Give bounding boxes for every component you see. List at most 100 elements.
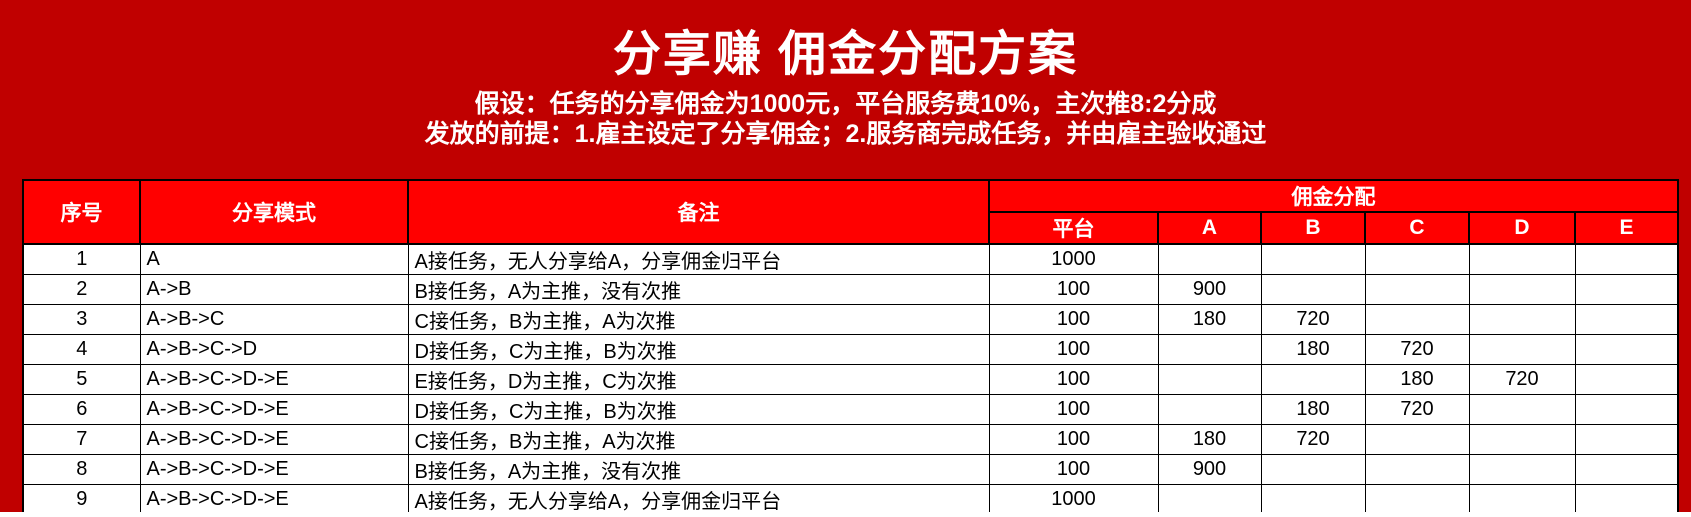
- row-index-cell: 9: [22, 484, 141, 516]
- d-value-cell: 720: [1468, 364, 1576, 395]
- platform-value-cell: 1000: [988, 484, 1159, 516]
- b-value-cell: 720: [1260, 424, 1366, 455]
- c-value-cell: [1364, 424, 1470, 455]
- header-row-sub: 平台 A B C D E: [23, 211, 1679, 245]
- row-index-cell: 8: [22, 454, 141, 485]
- share-mode-cell: A->B->C->D: [139, 334, 409, 365]
- row-index-cell: 4: [22, 334, 141, 365]
- d-value-cell: [1468, 454, 1576, 485]
- a-value-cell: [1157, 243, 1262, 275]
- d-value-cell: [1468, 304, 1576, 335]
- a-value-cell: 180: [1157, 424, 1262, 455]
- table-row: 5 A->B->C->D->E E接任务，D为主推，C为次推 100 180 720: [22, 364, 1679, 395]
- d-value-cell: [1468, 394, 1576, 425]
- b-value-cell: [1260, 364, 1366, 395]
- table-row: 6 A->B->C->D->E D接任务，C为主推，B为次推 100 180 720: [22, 394, 1679, 425]
- share-mode-cell: A->B: [139, 274, 409, 305]
- share-mode-cell: A->B->C->D->E: [139, 424, 409, 455]
- a-value-cell: [1157, 334, 1262, 365]
- a-value-cell: 180: [1157, 304, 1262, 335]
- platform-value-cell: 100: [988, 454, 1159, 485]
- e-value-cell: [1574, 304, 1679, 335]
- d-value-cell: [1468, 243, 1576, 275]
- col-header-b: B: [1260, 211, 1366, 245]
- table-row: 8 A->B->C->D->E B接任务，A为主推，没有次推 100 900: [22, 454, 1679, 485]
- table-row: 4 A->B->C->D D接任务，C为主推，B为次推 100 180 720: [22, 334, 1679, 365]
- row-index-cell: 6: [22, 394, 141, 425]
- c-value-cell: [1364, 304, 1470, 335]
- e-value-cell: [1574, 364, 1679, 395]
- d-value-cell: [1468, 484, 1576, 516]
- col-header-e: E: [1574, 211, 1679, 245]
- platform-value-cell: 100: [988, 364, 1159, 395]
- c-value-cell: [1364, 454, 1470, 485]
- share-mode-cell: A->B->C->D->E: [139, 364, 409, 395]
- platform-value-cell: 100: [988, 424, 1159, 455]
- share-mode-cell: A->B->C->D->E: [139, 394, 409, 425]
- platform-value-cell: 1000: [988, 243, 1159, 275]
- header-row-top: 序号 分享模式 备注 佣金分配: [22, 179, 1679, 245]
- share-mode-cell: A: [139, 243, 409, 275]
- platform-value-cell: 100: [988, 304, 1159, 335]
- e-value-cell: [1574, 454, 1679, 485]
- share-mode-cell: A->B->C->D->E: [139, 454, 409, 485]
- remark-cell: D接任务，C为主推，B为次推: [407, 334, 990, 365]
- b-value-cell: [1260, 274, 1366, 305]
- col-header-c: C: [1364, 211, 1470, 245]
- a-value-cell: 900: [1157, 274, 1262, 305]
- table-row: 2 A->B B接任务，A为主推，没有次推 100 900: [22, 274, 1679, 305]
- table-body: 1 A A接任务，无人分享给A，分享佣金归平台 1000 2 A->B B接任务，A为主推，…: [22, 243, 1679, 516]
- platform-value-cell: 100: [988, 274, 1159, 305]
- remark-cell: A接任务，无人分享给A，分享佣金归平台: [407, 243, 990, 275]
- a-value-cell: [1157, 394, 1262, 425]
- table-row: 9 A->B->C->D->E A接任务，无人分享给A，分享佣金归平台 1000: [22, 484, 1679, 516]
- remark-cell: C接任务，B为主推，A为次推: [407, 304, 990, 335]
- c-value-cell: 180: [1364, 364, 1470, 395]
- e-value-cell: [1574, 394, 1679, 425]
- table-row: 3 A->B->C C接任务，B为主推，A为次推 100 180 720: [22, 304, 1679, 335]
- col-header-platform: 平台: [988, 211, 1159, 245]
- col-header-d: D: [1468, 211, 1576, 245]
- remark-cell: B接任务，A为主推，没有次推: [407, 454, 990, 485]
- row-index-cell: 5: [22, 364, 141, 395]
- d-value-cell: [1468, 334, 1576, 365]
- remark-cell: C接任务，B为主推，A为次推: [407, 424, 990, 455]
- precondition-line: 发放的前提：1.雇主设定了分享佣金；2.服务商完成任务，并由雇主验收通过: [424, 120, 1267, 148]
- remark-cell: E接任务，D为主推，C为次推: [407, 364, 990, 395]
- a-value-cell: [1157, 364, 1262, 395]
- d-value-cell: [1468, 274, 1576, 305]
- a-value-cell: [1157, 484, 1262, 516]
- remark-cell: A接任务，无人分享给A，分享佣金归平台: [407, 484, 990, 516]
- row-index-cell: 7: [22, 424, 141, 455]
- e-value-cell: [1574, 243, 1679, 275]
- e-value-cell: [1574, 334, 1679, 365]
- c-value-cell: [1364, 243, 1470, 275]
- row-index-cell: 2: [22, 274, 141, 305]
- a-value-cell: 900: [1157, 454, 1262, 485]
- platform-value-cell: 100: [988, 394, 1159, 425]
- share-mode-cell: A->B->C->D->E: [139, 484, 409, 516]
- share-mode-cell: A->B->C: [139, 304, 409, 335]
- b-value-cell: 720: [1260, 304, 1366, 335]
- b-value-cell: [1260, 243, 1366, 275]
- bottom-strip: [0, 512, 1691, 517]
- assumption-line: 假设：任务的分享佣金为1000元，平台服务费10%，主次推8:2分成: [474, 90, 1217, 118]
- c-value-cell: 720: [1364, 394, 1470, 425]
- remark-cell: D接任务，C为主推，B为次推: [407, 394, 990, 425]
- col-header-remark: 备注: [407, 179, 990, 245]
- commission-table: 序号 分享模式 备注 佣金分配 平台 A B C D E 1 A A接任务，无人分享…: [22, 179, 1679, 516]
- b-value-cell: 180: [1260, 394, 1366, 425]
- col-header-commission-group: 佣金分配: [988, 179, 1679, 213]
- remark-cell: B接任务，A为主推，没有次推: [407, 274, 990, 305]
- col-header-a: A: [1157, 211, 1262, 245]
- b-value-cell: 180: [1260, 334, 1366, 365]
- table-row: 1 A A接任务，无人分享给A，分享佣金归平台 1000: [22, 243, 1679, 275]
- row-index-cell: 1: [22, 243, 141, 275]
- col-header-share-mode: 分享模式: [139, 179, 409, 245]
- page-title: 分享赚 佣金分配方案: [612, 28, 1079, 81]
- b-value-cell: [1260, 484, 1366, 516]
- e-value-cell: [1574, 274, 1679, 305]
- b-value-cell: [1260, 454, 1366, 485]
- d-value-cell: [1468, 424, 1576, 455]
- c-value-cell: [1364, 274, 1470, 305]
